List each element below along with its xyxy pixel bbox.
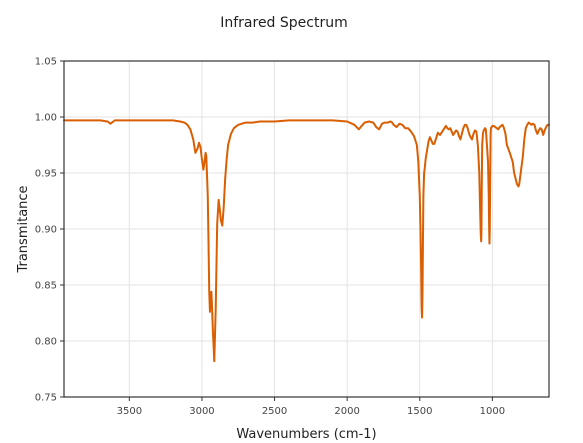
y-tick-label: 0.80	[35, 337, 57, 348]
y-tick-label: 1.05	[35, 57, 57, 68]
y-tick-label: 0.75	[35, 393, 57, 404]
series-layer	[63, 119, 550, 363]
x-tick-label: 1000	[480, 406, 505, 417]
y-tick-label: 0.95	[35, 169, 57, 180]
x-tick-label: 1500	[407, 406, 432, 417]
grid-layer	[64, 60, 549, 398]
y-axis-label: Transmitance	[16, 185, 31, 273]
x-tick-label: 3000	[189, 406, 214, 417]
x-tick-label: 2500	[262, 406, 287, 417]
y-tick-label: 0.85	[35, 281, 57, 292]
x-tick-label: 2000	[334, 406, 359, 417]
chart-title: Infrared Spectrum	[220, 15, 348, 31]
y-tick-label: 1.00	[35, 113, 57, 124]
x-tick-label: 3500	[117, 406, 142, 417]
x-axis-label: Wavenumbers (cm-1)	[236, 427, 376, 442]
spectrum-line	[63, 119, 550, 363]
y-tick-label: 0.90	[35, 225, 57, 236]
tick-layer: 0.75 0.80 0.85 0.90 0.95 1.00 1.05 3500 3000 2500…	[35, 57, 505, 418]
